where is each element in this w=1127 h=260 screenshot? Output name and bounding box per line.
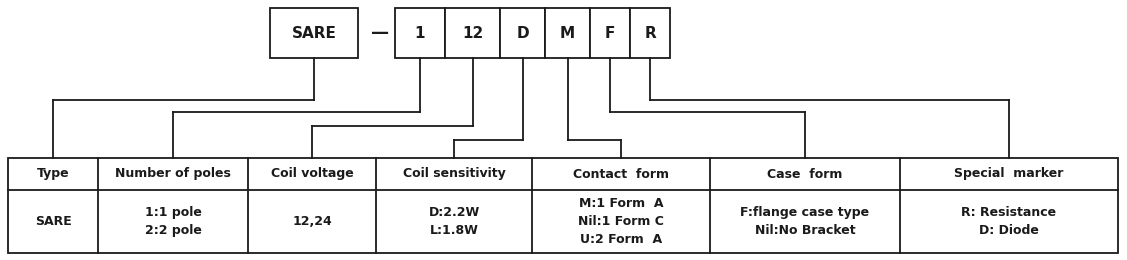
Text: R: Resistance
D: Diode: R: Resistance D: Diode — [961, 206, 1057, 237]
Text: 12: 12 — [462, 25, 483, 41]
Text: Coil voltage: Coil voltage — [270, 167, 354, 180]
Text: Type: Type — [37, 167, 70, 180]
Text: SARE: SARE — [292, 25, 337, 41]
Text: D: D — [516, 25, 529, 41]
Text: F:flange case type
Nil:No Bracket: F:flange case type Nil:No Bracket — [740, 206, 870, 237]
Text: R: R — [645, 25, 656, 41]
Text: SARE: SARE — [35, 215, 71, 228]
Text: 1:1 pole
2:2 pole: 1:1 pole 2:2 pole — [144, 206, 202, 237]
Text: D:2.2W
L:1.8W: D:2.2W L:1.8W — [428, 206, 480, 237]
Bar — [270, 8, 358, 58]
Bar — [445, 8, 500, 58]
Bar — [545, 8, 591, 58]
Bar — [591, 8, 630, 58]
Text: 1: 1 — [415, 25, 425, 41]
Text: 12,24: 12,24 — [292, 215, 331, 228]
Text: M: M — [560, 25, 575, 41]
Text: F: F — [605, 25, 615, 41]
Bar — [394, 8, 445, 58]
Bar — [630, 8, 669, 58]
Text: Coil sensitivity: Coil sensitivity — [402, 167, 505, 180]
Text: Case  form: Case form — [767, 167, 843, 180]
Text: —: — — [371, 24, 389, 42]
Text: M:1 Form  A
Nil:1 Form C
U:2 Form  A: M:1 Form A Nil:1 Form C U:2 Form A — [578, 197, 664, 246]
Text: Contact  form: Contact form — [573, 167, 669, 180]
Bar — [8, 158, 1118, 253]
Text: Special  marker: Special marker — [955, 167, 1064, 180]
Bar — [500, 8, 545, 58]
Text: Number of poles: Number of poles — [115, 167, 231, 180]
